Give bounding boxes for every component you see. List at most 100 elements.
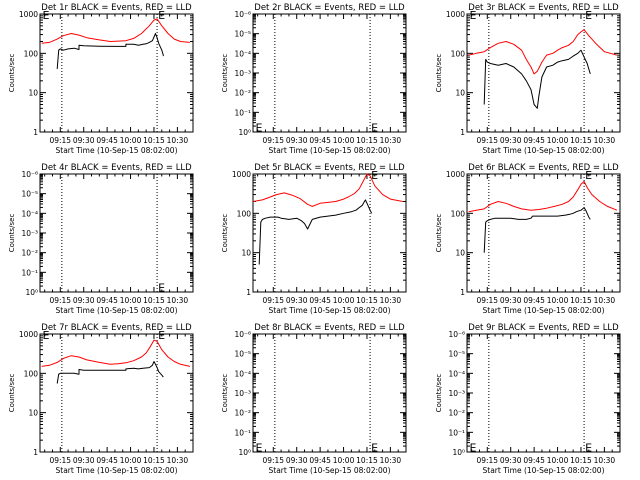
x-tick-label: 10:00 xyxy=(547,136,569,145)
plot-frame xyxy=(252,13,407,133)
y-tick-label: 10⁻³ xyxy=(234,389,251,398)
y-axis-title: Counts/sec xyxy=(221,214,229,253)
detector-panel: Det 1r BLACK = Events, RED = LLD 1 10 100 10… xyxy=(8,3,194,155)
x-tick-label: 09:15 xyxy=(262,296,284,305)
y-tick-label: 1 xyxy=(33,128,38,137)
y-tick-label: 1000 xyxy=(446,170,465,179)
x-tick-label: 10:00 xyxy=(333,136,355,145)
x-axis-title: Start Time (10-Sep-15 08:02:00) xyxy=(269,146,391,155)
x-tick-label: 09:45 xyxy=(309,136,331,145)
x-tick-label: 10:30 xyxy=(167,296,189,305)
x-tick-label: 10:30 xyxy=(380,296,402,305)
plot-frame xyxy=(39,173,194,293)
y-tick-label: 10⁻² xyxy=(448,409,465,418)
x-tick-label: 09:30 xyxy=(500,296,522,305)
y-tick-label: 1000 xyxy=(19,10,38,19)
x-tick-label: 09:45 xyxy=(309,456,331,465)
y-tick-label: 1000 xyxy=(446,10,465,19)
x-tick-label: 09:30 xyxy=(73,456,95,465)
x-tick-label: 09:15 xyxy=(476,296,498,305)
y-tick-label: 100 xyxy=(24,369,39,378)
x-tick-label: 09:30 xyxy=(286,296,308,305)
x-tick-label: 09:15 xyxy=(262,136,284,145)
y-tick-label: 10⁰ xyxy=(452,448,465,457)
y-tick-label: 1 xyxy=(33,448,38,457)
x-axis-title: Start Time (10-Sep-15 08:02:00) xyxy=(56,146,178,155)
y-tick-label: 10 xyxy=(241,249,251,258)
y-tick-label: 10⁻² xyxy=(234,89,251,98)
y-axis-title: Counts/sec xyxy=(221,374,229,413)
panel-title: Det 5r BLACK = Events, RED = LLD xyxy=(254,163,405,173)
y-tick-label: 10⁻⁵ xyxy=(448,350,465,359)
x-tick-label: 10:00 xyxy=(547,456,569,465)
y-tick-label: 1000 xyxy=(19,330,38,339)
x-tick-label: 09:45 xyxy=(96,296,118,305)
y-axis-title: Counts/sec xyxy=(435,374,443,413)
e-marker: E xyxy=(585,169,592,182)
series-line-events xyxy=(483,207,591,253)
e-marker: E xyxy=(470,442,477,455)
x-tick-label: 10:15 xyxy=(570,296,592,305)
y-tick-label: 10 xyxy=(455,89,465,98)
y-tick-label: 10⁰ xyxy=(238,128,251,137)
x-tick-label: 09:15 xyxy=(476,456,498,465)
y-tick-label: 10 xyxy=(28,409,38,418)
e-marker: E xyxy=(371,122,378,135)
plot-frame xyxy=(466,333,621,453)
plot-frame xyxy=(39,333,194,453)
x-tick-label: 10:30 xyxy=(594,136,616,145)
y-axis-title: Counts/sec xyxy=(435,54,443,93)
y-tick-label: 10 xyxy=(28,89,38,98)
panel-title: Det 7r BLACK = Events, RED = LLD xyxy=(41,323,192,333)
detector-panel: Det 3r BLACK = Events, RED = LLD 1 10 100 10… xyxy=(435,3,621,155)
series-line-lld xyxy=(468,180,618,213)
x-tick-label: 09:15 xyxy=(476,136,498,145)
y-tick-label: 10⁻⁵ xyxy=(234,30,251,39)
series-line-lld xyxy=(41,18,190,44)
x-tick-label: 10:15 xyxy=(356,296,378,305)
y-axis-title: Counts/sec xyxy=(8,214,16,253)
x-tick-label: 10:30 xyxy=(167,136,189,145)
x-tick-label: 10:00 xyxy=(333,456,355,465)
panel-title: Det 2r BLACK = Events, RED = LLD xyxy=(254,3,405,13)
e-marker: E xyxy=(371,169,378,182)
y-tick-label: 1 xyxy=(460,288,465,297)
y-tick-label: 10⁻⁶ xyxy=(234,330,251,339)
y-tick-label: 1 xyxy=(246,288,251,297)
detector-panel: Det 5r BLACK = Events, RED = LLD 1 10 100 10… xyxy=(221,163,407,315)
x-axis-title: Start Time (10-Sep-15 08:02:00) xyxy=(56,306,178,315)
y-tick-label: 10⁻³ xyxy=(234,69,251,78)
x-tick-label: 09:45 xyxy=(309,296,331,305)
x-tick-label: 10:00 xyxy=(120,296,142,305)
panel-title: Det 1r BLACK = Events, RED = LLD xyxy=(41,3,192,13)
e-marker: E xyxy=(158,282,165,295)
y-tick-label: 100 xyxy=(24,49,39,58)
x-tick-label: 09:45 xyxy=(523,456,545,465)
x-tick-label: 09:45 xyxy=(96,136,118,145)
plot-frame xyxy=(252,333,407,453)
y-tick-label: 100 xyxy=(451,209,466,218)
series-line-events xyxy=(56,361,164,384)
x-tick-label: 10:30 xyxy=(594,456,616,465)
plot-frame xyxy=(39,13,194,133)
plot-frame xyxy=(466,13,621,133)
x-tick-label: 09:30 xyxy=(73,136,95,145)
plot-frame xyxy=(466,173,621,293)
x-tick-label: 10:00 xyxy=(120,136,142,145)
y-tick-label: 10⁻⁶ xyxy=(448,330,465,339)
x-tick-label: 10:30 xyxy=(594,296,616,305)
x-tick-label: 10:15 xyxy=(143,296,165,305)
series-line-events xyxy=(56,33,164,70)
y-tick-label: 1000 xyxy=(232,170,251,179)
x-tick-label: 10:30 xyxy=(167,456,189,465)
y-tick-label: 10⁻⁴ xyxy=(448,369,465,378)
y-tick-label: 10 xyxy=(455,249,465,258)
x-tick-label: 10:00 xyxy=(120,456,142,465)
e-marker: E xyxy=(256,122,263,135)
detector-panel: Det 2r BLACK = Events, RED = LLD 10⁰ 10⁻¹ 1… xyxy=(221,3,407,155)
x-tick-label: 10:15 xyxy=(356,456,378,465)
detector-panel: Det 6r BLACK = Events, RED = LLD 1 10 100 10… xyxy=(435,163,621,315)
y-tick-label: 10⁻⁶ xyxy=(234,10,251,19)
detector-panel: Det 8r BLACK = Events, RED = LLD 10⁰ 10⁻¹ 1… xyxy=(221,323,407,475)
